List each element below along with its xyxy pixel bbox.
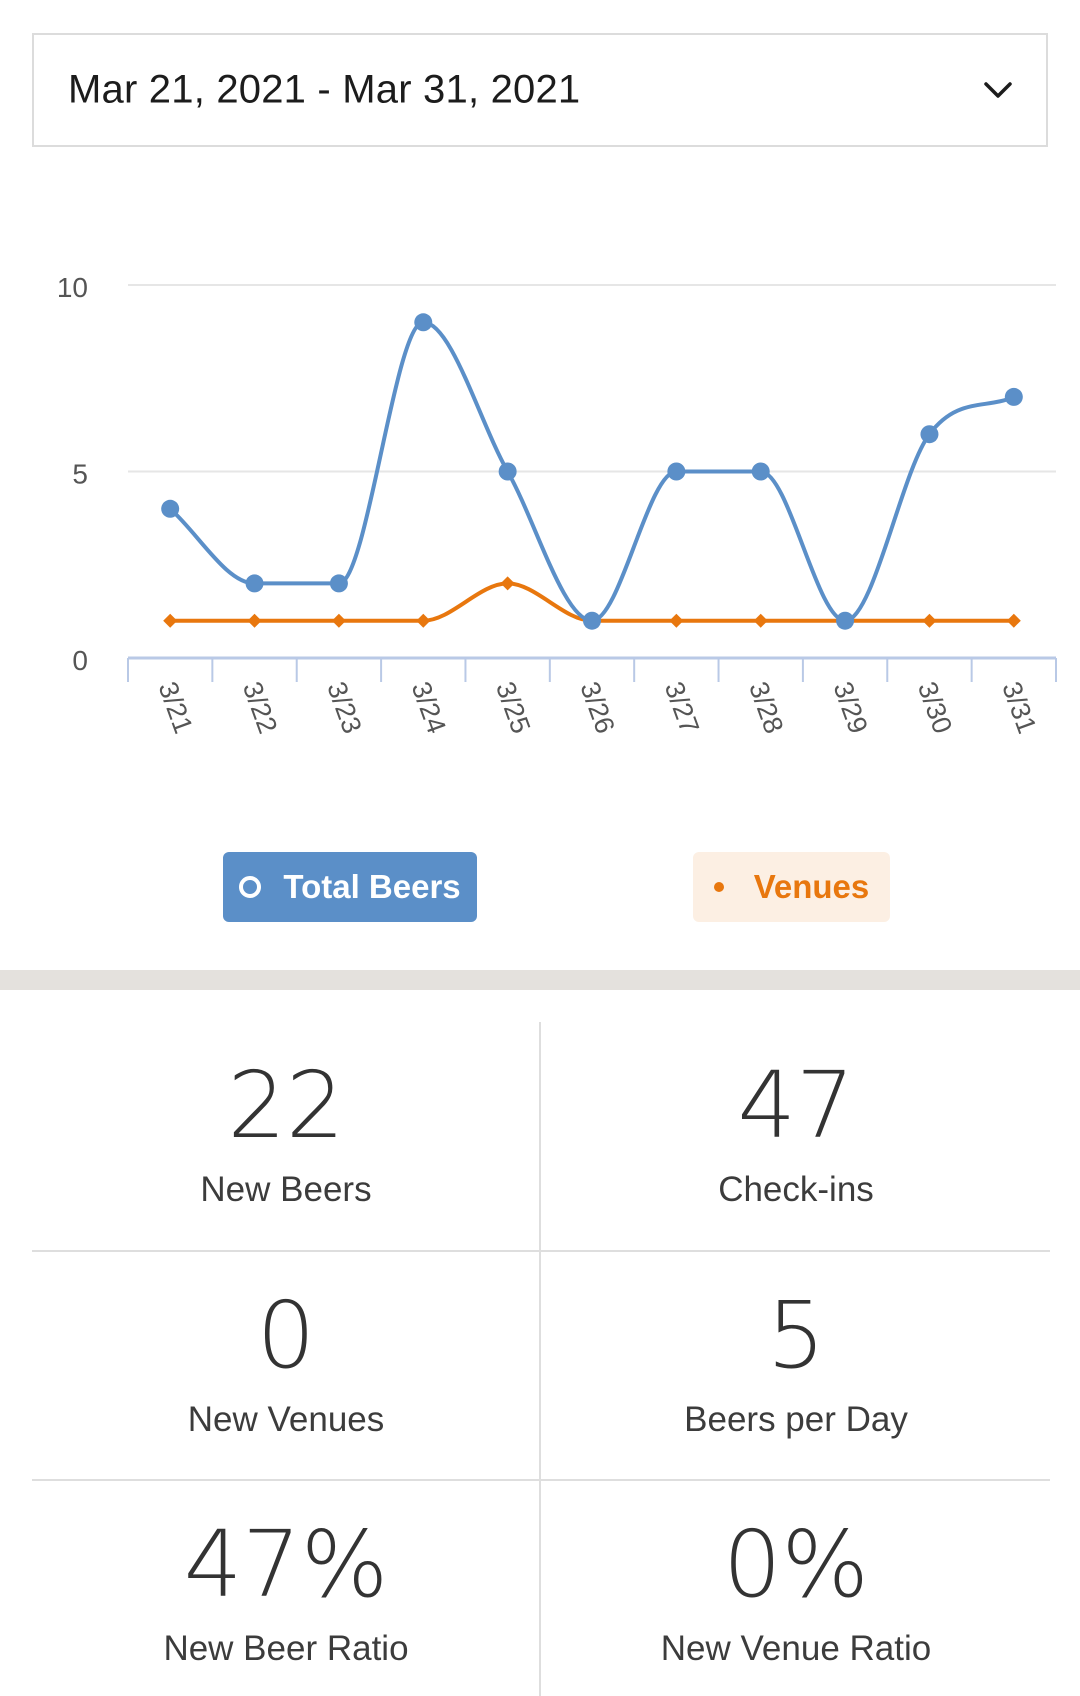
stat-value: 22 [227,1052,345,1159]
data-point-venues [163,613,178,628]
x-tick-label: 3/21 [153,678,199,738]
stat-new-venues: 0 New Venues [31,1290,541,1440]
x-tick-label: 3/24 [406,678,452,738]
stat-value: 0% [723,1511,869,1618]
legend-total-beers-label: Total Beers [283,868,461,905]
line-chart: 0 5 10 3/21 3/22 3/23 3/24 3/25 3/26 3/27 3/28 3/29… [57,272,1057,738]
circle-marker-icon [239,876,262,898]
stat-label: New Venues [187,1400,385,1439]
x-tick-label: 3/28 [743,678,789,738]
stat-value: 47 [737,1052,855,1159]
x-tick-label: 3/26 [574,678,620,738]
data-point-total-beers [498,462,517,481]
date-range-select[interactable]: Mar 21, 2021 - Mar 31, 2021 [32,33,1048,147]
stat-new-beer-ratio: 47% New Beer Ratio [31,1519,541,1669]
x-tick-label: 3/23 [321,678,367,738]
data-point-total-beers [920,425,939,444]
data-point-total-beers [836,611,855,630]
data-point-total-beers [414,313,433,332]
stat-value: 47% [183,1511,389,1618]
section-divider [0,970,1080,990]
data-point-venues [669,613,684,628]
data-point-venues [247,613,262,628]
data-point-venues [922,613,937,628]
y-tick-label: 0 [72,645,88,676]
data-point-venues [331,613,346,628]
data-point-total-beers [751,462,770,481]
stat-beers-per-day: 5 Beers per Day [541,1290,1051,1440]
date-range-label: Mar 21, 2021 - Mar 31, 2021 [68,67,581,112]
legend-total-beers-toggle[interactable]: Total Beers [223,852,477,922]
x-tick-label: 3/25 [490,678,536,738]
legend-venues-toggle[interactable]: Venues [693,852,890,922]
data-point-venues [416,613,431,628]
data-point-total-beers [667,462,686,481]
stat-label: New Venue Ratio [660,1629,932,1668]
x-tick-label: 3/29 [827,678,873,738]
y-tick-label: 10 [57,272,88,303]
y-tick-label: 5 [72,459,88,490]
dot-marker-icon [713,882,724,892]
x-tick-label: 3/27 [659,678,705,738]
chevron-down-icon [984,82,1012,98]
stat-label: Check-ins [718,1170,874,1209]
data-point-total-beers [583,611,601,630]
data-point-total-beers [1004,387,1023,406]
stat-check-ins: 47 Check-ins [541,1060,1051,1210]
stat-value: 5 [766,1282,826,1389]
x-tick-label: 3/22 [237,678,283,738]
stats-row-divider [32,1479,1050,1481]
x-tick-label: 3/31 [996,678,1042,738]
stat-new-venue-ratio: 0% New Venue Ratio [541,1519,1051,1669]
data-point-total-beers [245,574,264,593]
data-point-venues [500,576,515,591]
stats-vertical-divider [539,1022,541,1696]
data-point-total-beers [329,574,348,593]
x-tick-label: 3/30 [912,678,958,738]
data-point-venues [753,613,768,628]
stat-new-beers: 22 New Beers [31,1060,541,1210]
stat-label: New Beer Ratio [163,1629,409,1668]
stat-value: 0 [256,1282,316,1389]
stats-row-divider [32,1250,1050,1252]
stat-label: New Beers [200,1170,372,1209]
data-point-venues [1006,613,1021,628]
data-point-total-beers [161,499,180,518]
legend-venues-label: Venues [753,868,870,905]
stat-label: Beers per Day [684,1400,908,1439]
